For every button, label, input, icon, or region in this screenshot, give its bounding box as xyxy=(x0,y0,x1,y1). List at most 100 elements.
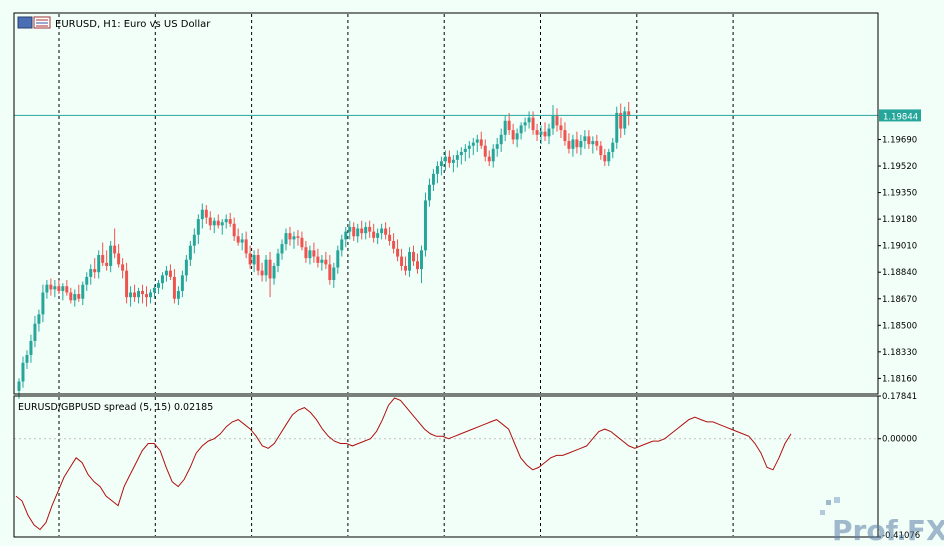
candle-body xyxy=(304,247,308,259)
candle-body xyxy=(364,226,368,234)
window-icon xyxy=(17,16,51,29)
candle xyxy=(232,217,236,241)
candle-body xyxy=(372,231,376,238)
candle-body xyxy=(400,256,404,266)
candle xyxy=(113,228,117,259)
candle xyxy=(149,289,153,304)
candle-body xyxy=(137,290,141,298)
candle-body xyxy=(133,292,137,298)
candle xyxy=(503,116,507,142)
candle xyxy=(611,137,615,159)
candle xyxy=(61,283,65,301)
candle xyxy=(17,378,21,399)
candle-body xyxy=(527,117,531,123)
candle xyxy=(559,117,563,138)
candle xyxy=(188,240,192,266)
candle xyxy=(196,214,200,245)
candle-body xyxy=(408,251,412,271)
candle xyxy=(360,220,364,240)
price-tick-label: 1.18670 xyxy=(882,295,917,305)
candle xyxy=(85,272,89,291)
candle xyxy=(579,134,583,156)
candle xyxy=(288,226,292,246)
candle xyxy=(264,255,268,282)
candle xyxy=(408,247,412,277)
candle xyxy=(324,251,328,270)
candle xyxy=(443,150,447,171)
candle xyxy=(184,255,188,282)
candle-body xyxy=(324,259,328,265)
candle xyxy=(499,128,503,152)
candle-body xyxy=(288,233,292,240)
candle-body xyxy=(627,111,631,117)
chart-title: EURUSD, H1: Euro vs US Dollar xyxy=(55,19,211,30)
candle xyxy=(304,240,308,263)
candle xyxy=(65,280,69,296)
candle-body xyxy=(603,155,607,162)
candle xyxy=(172,269,176,304)
candle-body xyxy=(236,236,240,243)
candle xyxy=(551,105,555,135)
candle-body xyxy=(149,292,153,298)
candle-body xyxy=(427,184,431,201)
candle xyxy=(240,233,244,251)
candle-body xyxy=(344,231,348,240)
candle xyxy=(431,169,435,192)
candle xyxy=(121,258,125,279)
candle xyxy=(228,212,232,227)
candle-body xyxy=(619,112,623,129)
candle-body xyxy=(220,222,224,226)
candle-body xyxy=(212,220,216,226)
indicator-tick-label: 0.17841 xyxy=(882,392,917,402)
candle xyxy=(471,137,475,156)
candle xyxy=(392,233,396,254)
candle-body xyxy=(228,219,232,224)
candle-body xyxy=(376,233,380,238)
candle xyxy=(312,242,316,263)
candle-body xyxy=(463,148,467,152)
candle xyxy=(45,280,49,299)
candle-body xyxy=(129,292,133,298)
candle-body xyxy=(599,145,603,156)
candle-body xyxy=(81,284,85,299)
candle xyxy=(372,223,376,243)
candle-body xyxy=(356,228,360,237)
candle xyxy=(587,130,591,149)
candle-body xyxy=(184,259,188,276)
candle-body xyxy=(332,267,336,281)
candle-body xyxy=(571,139,575,149)
candle-body xyxy=(85,276,89,285)
candle-body xyxy=(543,131,547,137)
candle-body xyxy=(41,292,45,315)
candle xyxy=(101,242,105,266)
candle xyxy=(555,108,559,132)
candle xyxy=(356,223,360,243)
candle xyxy=(276,248,280,273)
candle-body xyxy=(503,120,507,135)
candle xyxy=(53,280,57,298)
candle xyxy=(308,245,312,265)
candle-body xyxy=(447,156,451,163)
candle-body xyxy=(435,166,439,174)
candle-body xyxy=(248,253,252,265)
candle xyxy=(419,245,423,284)
candle-body xyxy=(216,220,220,226)
candle xyxy=(33,315,37,348)
candle-body xyxy=(117,253,121,265)
candle-body xyxy=(105,262,109,266)
candle-body xyxy=(17,381,21,391)
candle xyxy=(376,228,380,245)
candle-body xyxy=(471,142,475,146)
candle xyxy=(455,150,459,168)
candle xyxy=(519,122,523,140)
candle xyxy=(400,248,404,271)
candle xyxy=(487,150,491,167)
candle xyxy=(129,286,133,307)
candle-body xyxy=(459,151,463,156)
candle-body xyxy=(451,159,455,163)
candle xyxy=(29,334,33,363)
candle-body xyxy=(348,226,352,232)
candle xyxy=(571,134,575,157)
